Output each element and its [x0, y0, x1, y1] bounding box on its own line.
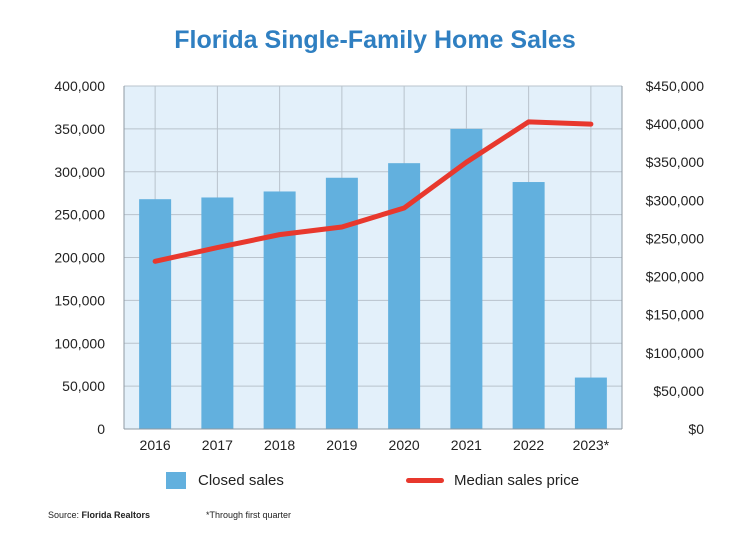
- y-left-tick-label: 100,000: [54, 335, 105, 351]
- y-right-tick-label: $50,000: [653, 383, 704, 399]
- x-tick-label: 2021: [451, 437, 482, 453]
- source-name: Florida Realtors: [81, 510, 151, 520]
- x-tick-label: 2022: [513, 437, 544, 453]
- y-left-tick-label: 50,000: [62, 378, 105, 394]
- footnote: *Through first quarter: [206, 510, 292, 520]
- legend-item-median-price: Median sales price: [406, 470, 579, 490]
- y-right-tick-label: $300,000: [646, 192, 705, 208]
- legend-label-median-price: Median sales price: [454, 471, 580, 489]
- legend-swatch-line: [406, 477, 444, 483]
- bar-closed-sales: [325, 177, 358, 429]
- y-right-tick-label: $200,000: [646, 269, 705, 285]
- chart-title: Florida Single-Family Home Sales: [174, 26, 576, 54]
- y-left-tick-label: 250,000: [54, 207, 105, 223]
- y-right-tick-label: $250,000: [646, 230, 705, 246]
- bar-closed-sales: [201, 197, 234, 429]
- y-left-tick-label: 400,000: [54, 78, 105, 94]
- legend-label-closed-sales: Closed sales: [198, 471, 284, 489]
- y-right-tick-label: $100,000: [646, 345, 705, 361]
- y-right-tick-label: $150,000: [646, 307, 705, 323]
- bar-closed-sales: [574, 377, 607, 429]
- y-right-tick-label: $450,000: [646, 78, 705, 94]
- x-tick-label: 2019: [326, 437, 357, 453]
- y-right-tick-label: $0: [688, 421, 704, 437]
- x-tick-label: 2023*: [573, 437, 610, 453]
- axes: 0 50,000 100,000 150,000 200,000 250,000 300,0…: [54, 78, 704, 453]
- bar-closed-sales: [263, 191, 296, 429]
- line-series: [152, 119, 594, 264]
- y-right-tick-label: $400,000: [646, 116, 705, 132]
- legend-item-closed-sales: Closed sales: [166, 470, 284, 490]
- bar-closed-sales: [512, 182, 545, 429]
- source-note: Source: Florida Realtors: [48, 510, 150, 520]
- y-left-tick-label: 200,000: [54, 250, 105, 266]
- bar-closed-sales: [139, 199, 172, 429]
- y-left-tick-label: 0: [97, 421, 105, 437]
- x-tick-label: 2016: [140, 437, 171, 453]
- y-left-tick-label: 150,000: [54, 292, 105, 308]
- legend-swatch-bar: [166, 471, 186, 489]
- x-tick-label: 2018: [264, 437, 295, 453]
- x-tick-label: 2017: [202, 437, 233, 453]
- line-median-sales-price: [152, 119, 594, 264]
- y-left-tick-label: 350,000: [54, 121, 105, 137]
- y-right-tick-label: $350,000: [646, 154, 705, 170]
- x-tick-label: 2020: [389, 437, 420, 453]
- source-label: Source:: [48, 510, 80, 520]
- bar-closed-sales: [450, 128, 483, 429]
- bar-closed-sales: [388, 163, 421, 430]
- y-left-tick-label: 300,000: [54, 164, 105, 180]
